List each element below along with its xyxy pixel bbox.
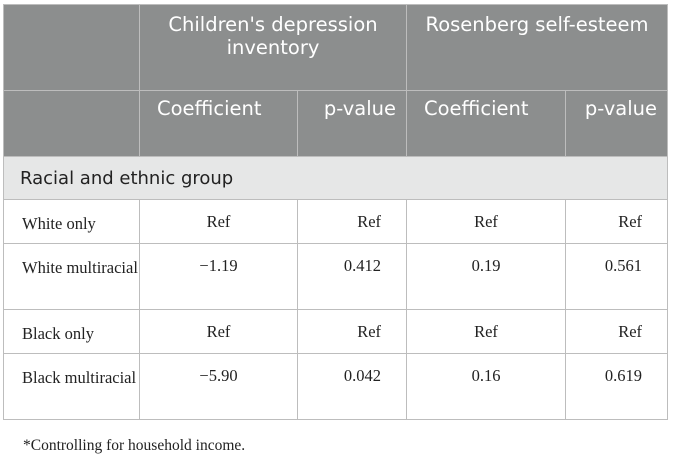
rse-pvalue: Ref: [565, 199, 669, 244]
header-cdi-pvalue: p-value: [296, 90, 408, 157]
cdi-pvalue: Ref: [296, 199, 408, 244]
cdi-pvalue: 0.042: [296, 353, 408, 420]
table-row: White multiracial −1.19 0.412 0.19 0.561: [3, 243, 669, 310]
row-label: Black only: [3, 309, 140, 354]
cdi-pvalue: 0.412: [296, 243, 408, 310]
group-label: Racial and ethnic group: [2, 156, 669, 200]
cdi-coefficient: −1.19: [139, 243, 298, 310]
rse-coefficient: Ref: [406, 309, 567, 354]
rse-pvalue: 0.561: [565, 243, 669, 310]
group-row: Racial and ethnic group: [2, 156, 669, 200]
cdi-pvalue: Ref: [296, 309, 408, 354]
rse-coefficient: 0.16: [406, 353, 567, 420]
header-rse-coefficient: Coefficient: [406, 90, 567, 157]
header-cdi: Children's depression inventory: [138, 4, 408, 91]
results-table: Children's depression inventory Rosenber…: [2, 4, 669, 420]
rse-pvalue: 0.619: [565, 353, 669, 420]
row-label: Black multiracial: [3, 353, 140, 420]
footnote: *Controlling for household income.: [23, 437, 246, 454]
header-blank: [3, 4, 140, 91]
cdi-coefficient: Ref: [139, 309, 298, 354]
header-row-2: Coefficient p-value Coefficient p-value: [3, 90, 669, 157]
row-label: White only: [3, 199, 140, 244]
cdi-coefficient: Ref: [139, 199, 298, 244]
header-blank-2: [3, 90, 140, 157]
rse-coefficient: Ref: [406, 199, 567, 244]
header-row-1: Children's depression inventory Rosenber…: [3, 4, 669, 91]
rse-pvalue: Ref: [565, 309, 669, 354]
header-rse-pvalue: p-value: [565, 90, 669, 157]
table-row: White only Ref Ref Ref Ref: [3, 199, 669, 244]
table-row: Black only Ref Ref Ref Ref: [3, 309, 669, 354]
header-rse: Rosenberg self-esteem: [406, 4, 669, 91]
table-row: Black multiracial −5.90 0.042 0.16 0.619: [3, 353, 669, 420]
header-cdi-coefficient: Coefficient: [139, 90, 298, 157]
cdi-coefficient: −5.90: [139, 353, 298, 420]
rse-coefficient: 0.19: [406, 243, 567, 310]
row-label: White multiracial: [3, 243, 140, 310]
